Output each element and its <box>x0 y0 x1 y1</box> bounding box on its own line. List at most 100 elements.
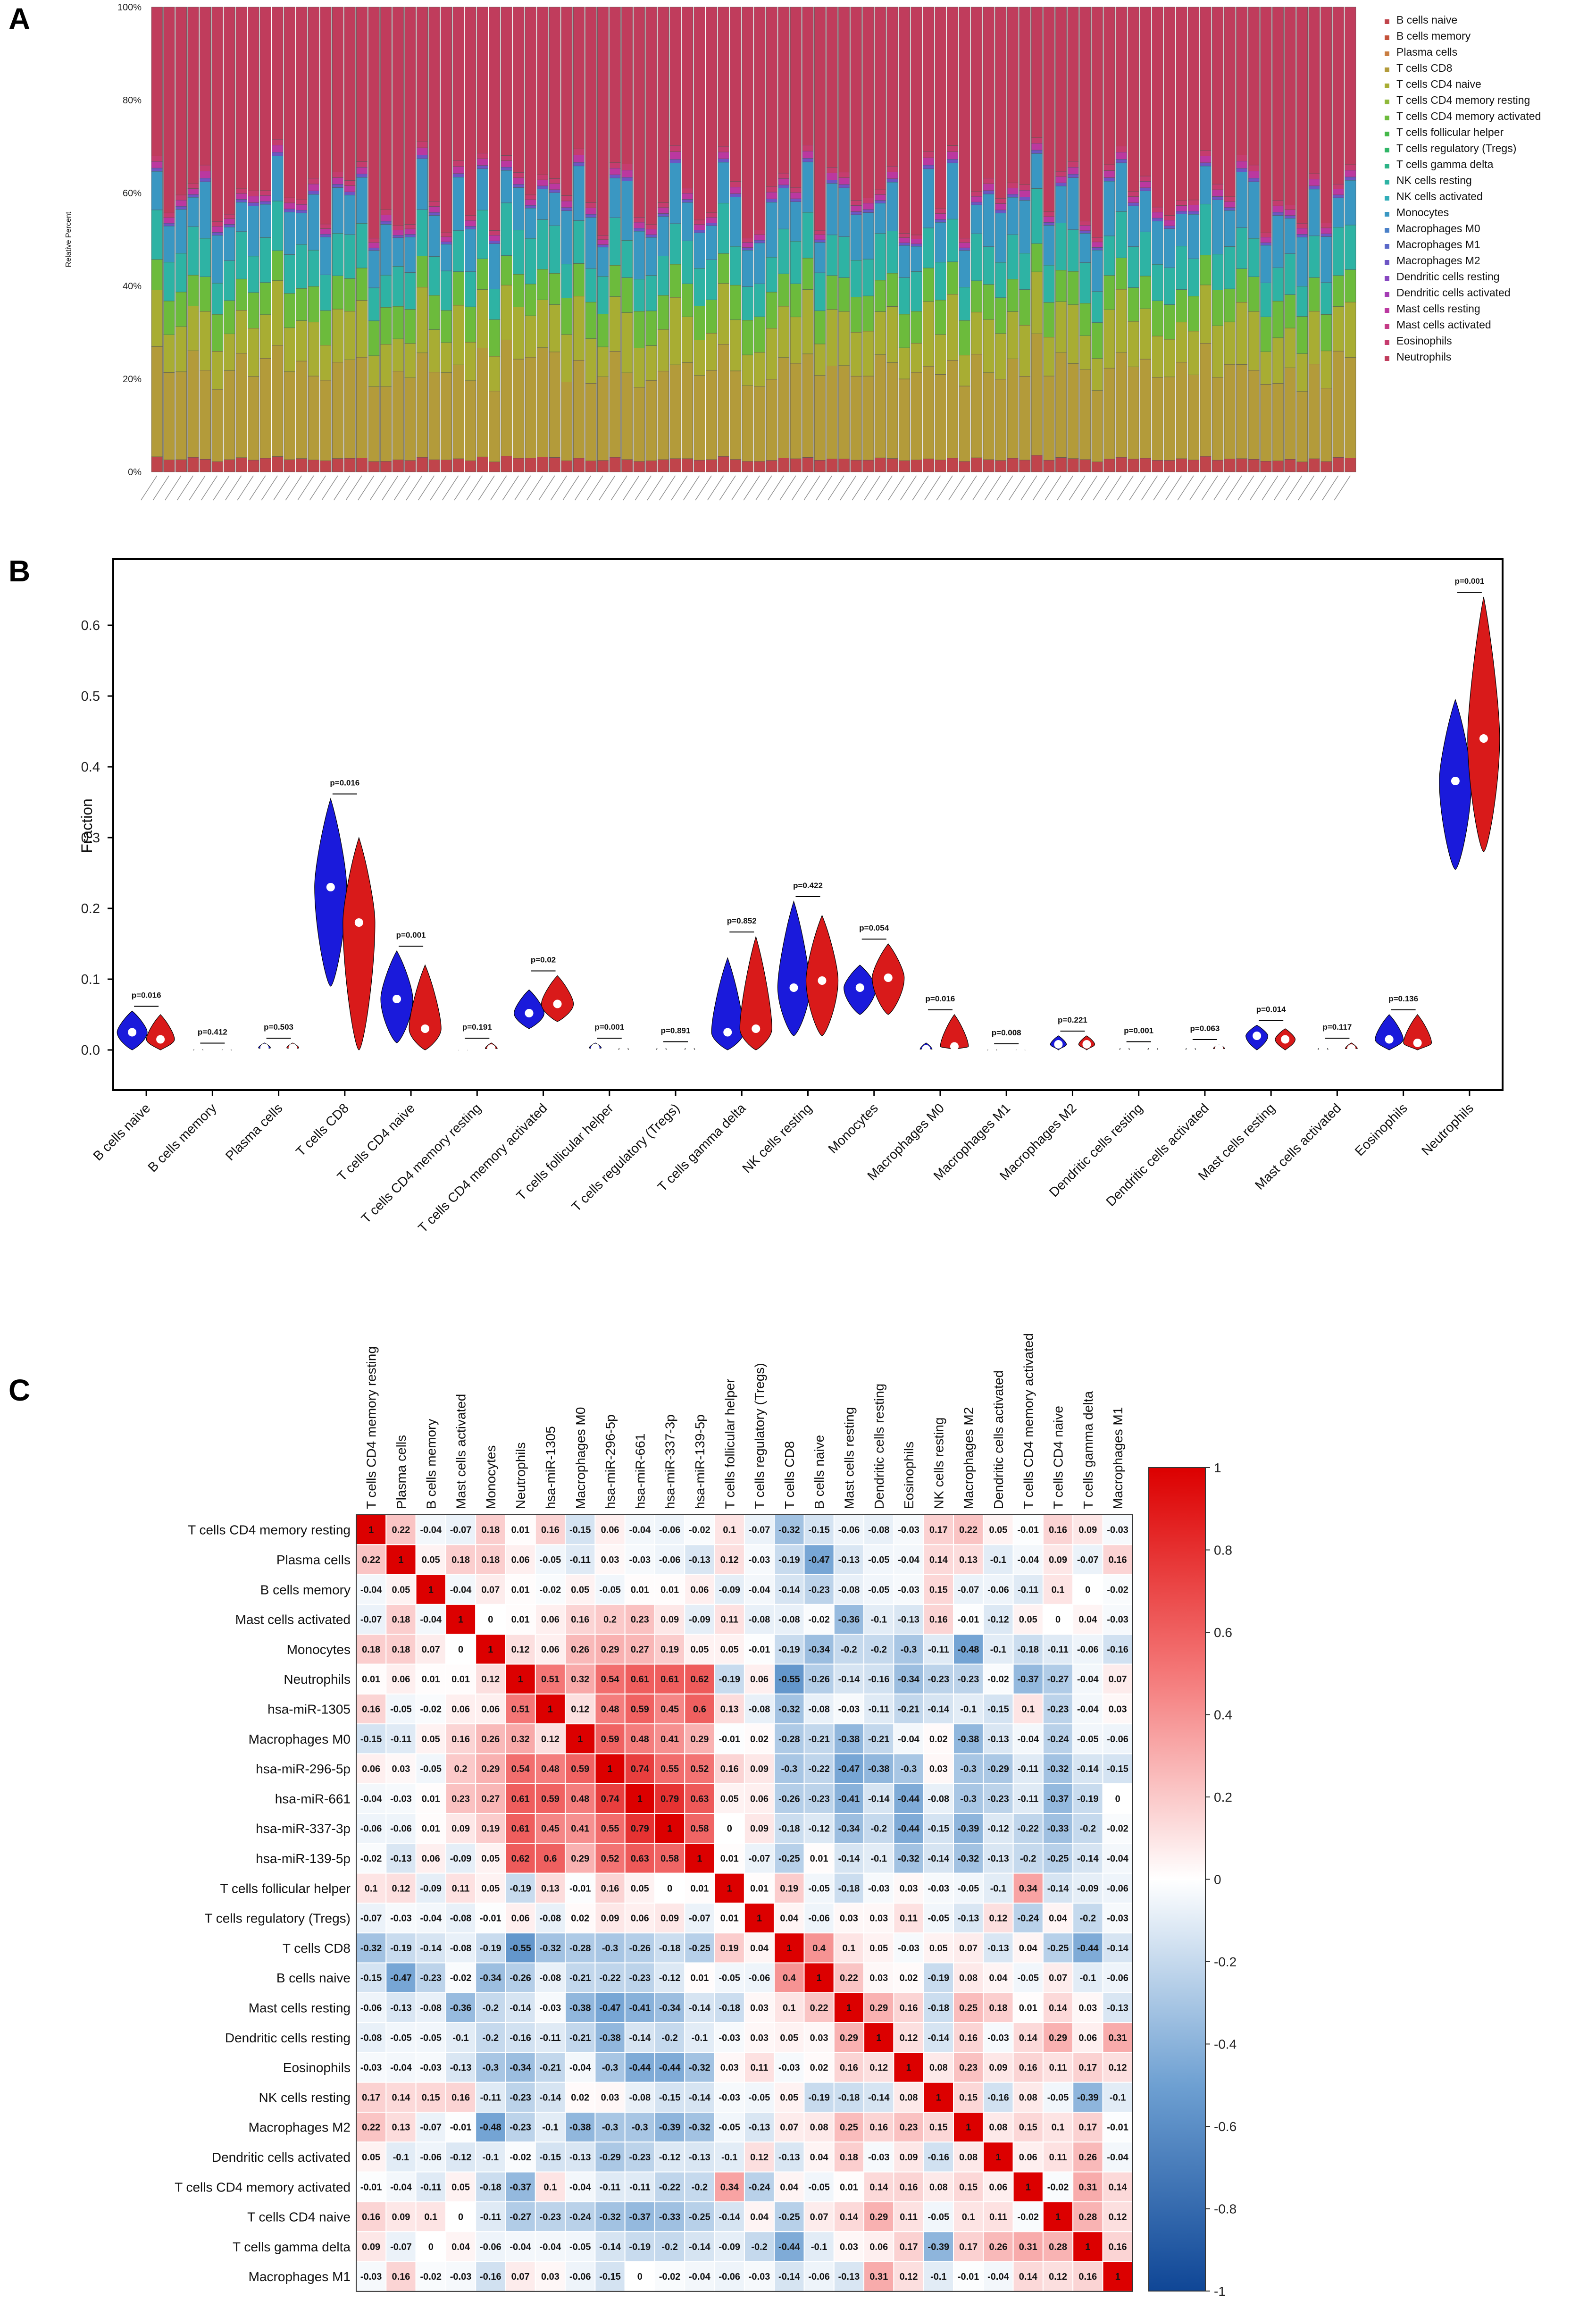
panel-b-violin <box>711 957 744 1050</box>
panel-a-legend-swatch <box>1385 116 1389 120</box>
panel-c-cell-value: -0.13 <box>390 1854 412 1864</box>
panel-c-cell-value: 0.08 <box>959 1973 978 1983</box>
panel-c-heatmap-cell <box>953 1783 984 1814</box>
panel-a-bar-segment <box>404 460 416 472</box>
panel-a-bar-segment <box>1152 207 1163 212</box>
panel-c-heatmap-cell <box>893 2141 924 2173</box>
panel-c-heatmap-cell <box>833 1574 865 1605</box>
panel-a-bar-segment <box>284 254 295 294</box>
panel-c-cell-value: -0.39 <box>928 2242 950 2252</box>
panel-c-heatmap-cell <box>475 2231 506 2262</box>
panel-c-cell-value: -0.06 <box>420 2152 442 2163</box>
panel-a-bar-segment <box>525 238 536 285</box>
panel-a-bar-segment <box>223 300 235 335</box>
panel-c-heatmap-cell <box>714 2201 745 2233</box>
panel-c-heatmap-cell <box>1042 1723 1074 1754</box>
panel-c-cell-value: -0.06 <box>749 1973 770 1983</box>
panel-c-heatmap-cell <box>953 1872 984 1904</box>
panel-a-bar-segment <box>633 217 645 223</box>
panel-a-bar-segment <box>838 184 850 188</box>
panel-c-heatmap-cell <box>774 1514 805 1545</box>
panel-c-heatmap-cell <box>684 2171 715 2202</box>
panel-a-bar-segment <box>163 301 175 335</box>
panel-c-cell-value: -0.14 <box>540 2092 561 2103</box>
panel-c-heatmap-cell <box>1042 1992 1074 2023</box>
panel-a-bar-segment <box>175 459 187 472</box>
panel-c-cell-value: -0.09 <box>450 1854 472 1864</box>
panel-a-bar-segment <box>416 353 428 458</box>
panel-c-cell-value: 0.07 <box>959 1943 978 1954</box>
panel-c-cell-value: 0.16 <box>959 2033 978 2043</box>
panel-a-bar-segment <box>211 314 223 352</box>
panel-a-bar-segment <box>320 460 332 472</box>
panel-a-bar-segment <box>922 151 935 158</box>
panel-a-bar-segment <box>416 457 428 472</box>
panel-a-bar-segment <box>248 202 259 206</box>
panel-c-cell-value: 0.16 <box>720 1764 739 1774</box>
panel-c-cell-value: 0.03 <box>869 1914 888 1924</box>
panel-a-bar-segment <box>585 214 597 218</box>
panel-a-bar-segment <box>1284 459 1296 472</box>
panel-a-bar-segment <box>332 187 344 234</box>
panel-a-bar-segment <box>694 460 705 472</box>
panel-c-cell-value: -0.2 <box>661 2033 677 2043</box>
panel-a-bar-segment <box>1007 359 1019 459</box>
panel-c-cell-value: 0.11 <box>900 1914 918 1924</box>
panel-a-bar-segment <box>898 277 910 315</box>
panel-c-heatmap-cell <box>1042 1753 1074 1784</box>
panel-c-cell-value: -0.08 <box>868 1525 890 1536</box>
panel-c-row-label: T cells follicular helper <box>220 1881 351 1896</box>
panel-c-cell-value: -0.44 <box>778 2242 800 2252</box>
panel-c-cell-value: -0.03 <box>1107 1914 1128 1924</box>
panel-c-cell-value: 0.03 <box>601 2092 619 2103</box>
panel-c-cell-value: -0.08 <box>629 2092 651 2103</box>
panel-a-bar-segment <box>754 316 766 353</box>
panel-c-colorbar-tick: 0 <box>1214 1872 1221 1887</box>
panel-a-bar-segment <box>621 240 633 278</box>
panel-c-heatmap-cell <box>833 1872 865 1904</box>
panel-c-cell-value: -0.07 <box>749 1525 770 1536</box>
panel-c-colorbar-tick: -0.2 <box>1214 1955 1237 1969</box>
panel-c-column-label: T cells CD8 <box>782 1441 797 1509</box>
panel-a-bar-segment <box>416 210 428 256</box>
panel-c-cell-value: 0.55 <box>601 1824 619 1834</box>
panel-a-bar-segment <box>211 221 223 227</box>
panel-c-cell-value: -0.05 <box>928 1914 950 1924</box>
panel-c-heatmap-cell <box>923 2261 954 2292</box>
panel-a-bar-segment <box>585 217 597 269</box>
panel-c-heatmap-cell <box>654 2082 685 2113</box>
panel-a-bar-segment <box>211 283 223 315</box>
panel-c-cell-value: -0.1 <box>930 2272 946 2282</box>
panel-c-heatmap-cell <box>624 1783 655 1814</box>
panel-c-cell-value: -0.03 <box>749 1555 770 1565</box>
panel-a-bar-segment <box>1236 155 1248 161</box>
panel-a-bar-segment <box>308 184 320 191</box>
panel-a-bar-segment <box>1272 7 1284 201</box>
panel-a-bar-segment <box>609 162 621 168</box>
panel-c-heatmap-cell <box>1072 2112 1103 2143</box>
panel-a-bar-segment <box>1067 229 1079 272</box>
panel-a-bar-segment <box>1007 188 1019 194</box>
panel-c-cell-value: -0.01 <box>1107 2123 1128 2133</box>
panel-a-bar-segment <box>959 242 970 248</box>
panel-a-bar-segment <box>898 237 910 243</box>
panel-c-cell-value: -0.19 <box>808 2092 830 2103</box>
panel-c-cell-value: 0.12 <box>1109 2212 1127 2223</box>
panel-b-median-dot <box>619 1045 628 1054</box>
panel-a-bar-segment <box>308 191 320 195</box>
panel-a-bar-segment <box>223 260 235 301</box>
panel-a-legend-label: T cells CD4 memory activated <box>1396 110 1541 122</box>
panel-a-bar-segment <box>633 311 645 348</box>
panel-c-cell-value: 0.02 <box>571 2092 589 2103</box>
panel-a-legend-label: T cells CD4 naive <box>1396 78 1481 90</box>
panel-a-bar-segment <box>272 280 284 346</box>
panel-a-bar-segment <box>1055 176 1067 183</box>
panel-a-bar-segment <box>392 338 404 371</box>
panel-a-bar-segment <box>489 7 501 231</box>
panel-c-heatmap-cell <box>535 1902 566 1934</box>
panel-b-median-dot <box>194 1046 203 1054</box>
panel-c-cell-value: 0.14 <box>1019 2272 1038 2282</box>
panel-a-bar-segment <box>669 223 681 265</box>
panel-a-bar-segment <box>935 374 946 461</box>
panel-a-bar-segment <box>344 234 356 279</box>
